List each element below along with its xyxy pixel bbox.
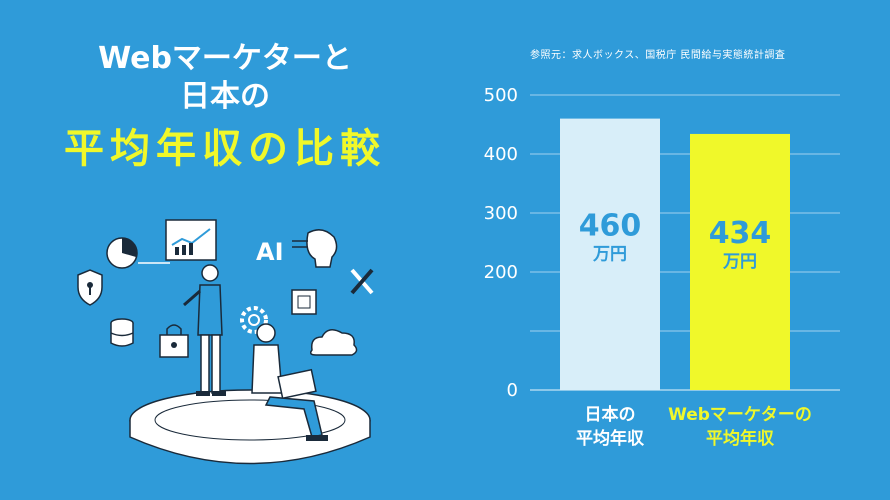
title-line-1: Webマーケターと bbox=[98, 41, 352, 76]
source-note: 参照元：求人ボックス、国税庁 民間給与実態統計調査 bbox=[530, 50, 786, 61]
category-label: 平均年収 bbox=[576, 428, 645, 449]
pie-chart-icon bbox=[106, 237, 138, 269]
title-line-2: 日本の bbox=[180, 79, 270, 114]
sitting-person-figure bbox=[251, 323, 328, 441]
chart-board-icon bbox=[165, 219, 217, 261]
bar-unit-label: 万円 bbox=[722, 252, 757, 272]
bar-value-label: 434 bbox=[709, 216, 772, 251]
lock-icon bbox=[159, 324, 189, 358]
cloud-icon bbox=[309, 329, 358, 356]
y-tick-label: 0 bbox=[507, 380, 518, 401]
shield-icon bbox=[77, 269, 103, 306]
bar bbox=[560, 118, 660, 390]
y-tick-label: 300 bbox=[484, 203, 518, 224]
category-label: 日本の bbox=[585, 404, 636, 425]
category-label: 平均年収 bbox=[706, 428, 775, 449]
tools-icon bbox=[350, 268, 374, 295]
ai-head-icon bbox=[292, 229, 338, 268]
bar-unit-label: 万円 bbox=[592, 244, 627, 264]
title-block: Webマーケターと 日本の 平均年収の比較 bbox=[40, 40, 410, 176]
y-tick-label: 500 bbox=[484, 85, 518, 106]
y-tick-label: 200 bbox=[484, 262, 518, 283]
bar bbox=[690, 133, 790, 390]
salary-bar-chart: 0200300400500460万円日本の平均年収434万円Webマーケターの平… bbox=[484, 85, 840, 449]
business-illustration: AI bbox=[77, 219, 374, 465]
standing-person-figure bbox=[183, 264, 226, 396]
database-icon bbox=[110, 318, 134, 347]
category-label: Webマーケターの bbox=[668, 405, 812, 425]
title-line-3: 平均年収の比較 bbox=[64, 126, 386, 172]
gear-icon bbox=[240, 306, 268, 334]
y-tick-label: 400 bbox=[484, 144, 518, 165]
chip-icon bbox=[291, 289, 317, 315]
ai-label: AI bbox=[256, 238, 284, 266]
bar-value-label: 460 bbox=[579, 208, 642, 243]
